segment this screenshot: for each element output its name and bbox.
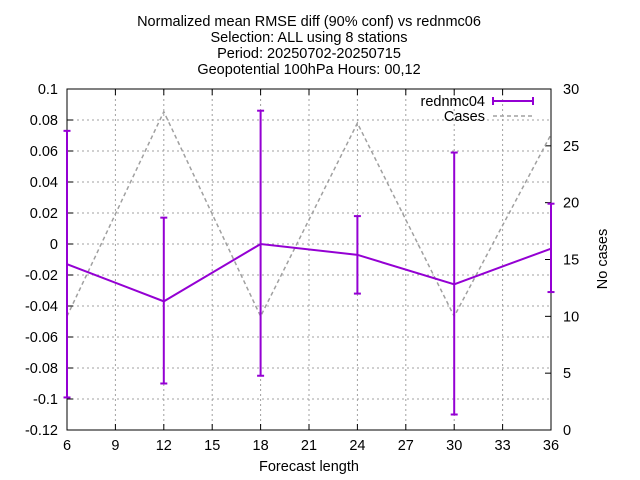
- series-line-rednmc04: [66, 242, 552, 303]
- x-tick-label: 21: [301, 438, 317, 454]
- x-tick-label: 33: [495, 438, 511, 454]
- axis-ticks: 6 9 12 15 18 21 24 27 30 33 36 0.1 0.08 0.06 0.04 0.02 0…: [25, 82, 579, 454]
- title-line: Geopotential 100hPa Hours: 00,12: [197, 62, 420, 78]
- y2-tick-label: 5: [563, 366, 571, 382]
- x-tick-label: 24: [349, 438, 365, 454]
- series-layer: [63, 109, 555, 416]
- y-tick-label: -0.02: [25, 268, 58, 284]
- grid: [67, 89, 551, 430]
- y-tick-label: -0.08: [25, 361, 58, 377]
- legend-label-cases: Cases: [444, 109, 485, 125]
- y-tick-label: 0.04: [30, 175, 58, 191]
- series-line-cases: [66, 109, 552, 319]
- y-tick-label: 0.1: [38, 82, 58, 98]
- y-tick-label: -0.12: [25, 423, 58, 439]
- y-tick-label: 0.08: [30, 113, 58, 129]
- title-line: Period: 20250702-20250715: [217, 46, 401, 62]
- x-tick-label: 15: [204, 438, 220, 454]
- x-tick-label: 12: [156, 438, 172, 454]
- y2-tick-label: 10: [563, 309, 579, 325]
- y-tick-label: -0.06: [25, 330, 58, 346]
- x-tick-label: 30: [446, 438, 462, 454]
- x-tick-label: 6: [63, 438, 71, 454]
- x-tick-label: 9: [111, 438, 119, 454]
- y-tick-label: -0.04: [25, 299, 58, 315]
- x-tick-label: 36: [543, 438, 559, 454]
- y2-tick-label: 30: [563, 82, 579, 98]
- y2-tick-label: 15: [563, 253, 579, 269]
- y2-tick-label: 20: [563, 196, 579, 212]
- x-axis-label: Forecast length: [259, 459, 359, 475]
- y-tick-label: 0.02: [30, 206, 58, 222]
- title-line: Selection: ALL using 8 stations: [211, 30, 408, 46]
- x-tick-label: 27: [398, 438, 414, 454]
- x-tick-label: 18: [253, 438, 269, 454]
- y-tick-label: 0: [50, 237, 58, 253]
- title-line: Normalized mean RMSE diff (90% conf) vs …: [137, 14, 481, 30]
- chart-title: Normalized mean RMSE diff (90% conf) vs …: [137, 14, 481, 78]
- legend-label-rednmc04: rednmc04: [421, 94, 485, 110]
- y2-tick-label: 25: [563, 139, 579, 155]
- y-tick-label: -0.1: [33, 392, 58, 408]
- y2-axis-label: No cases: [595, 229, 611, 289]
- y-tick-label: 0.06: [30, 144, 58, 160]
- y2-tick-label: 0: [563, 423, 571, 439]
